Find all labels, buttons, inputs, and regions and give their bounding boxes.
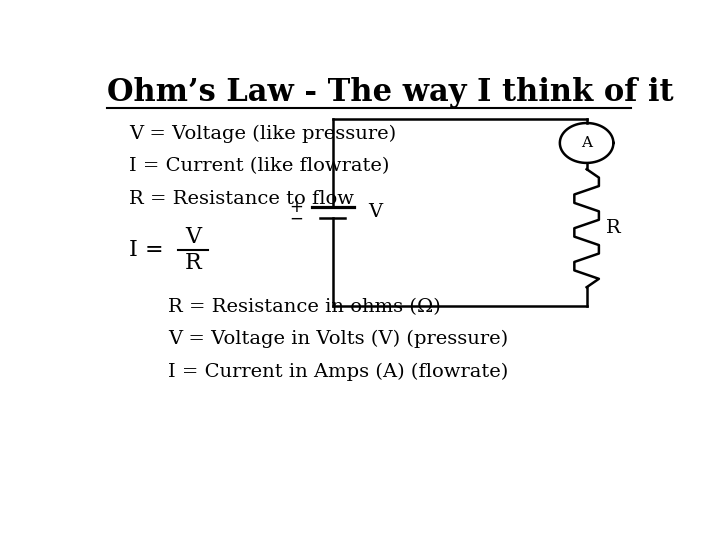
Text: V: V [368, 204, 382, 221]
Text: +: + [289, 198, 303, 215]
Text: R: R [606, 219, 621, 237]
Text: R: R [185, 252, 202, 274]
Text: R = Resistance in ohms (Ω): R = Resistance in ohms (Ω) [168, 298, 441, 316]
Text: R = Resistance to flow: R = Resistance to flow [129, 190, 354, 208]
Text: V = Voltage in Volts (V) (pressure): V = Voltage in Volts (V) (pressure) [168, 330, 508, 348]
Text: Ohm’s Law - The way I think of it: Ohm’s Law - The way I think of it [107, 77, 673, 109]
Text: I =: I = [129, 239, 171, 261]
Text: I = Current in Amps (A) (flowrate): I = Current in Amps (A) (flowrate) [168, 362, 508, 381]
Text: V = Voltage (like pressure): V = Voltage (like pressure) [129, 125, 396, 143]
Text: I = Current (like flowrate): I = Current (like flowrate) [129, 158, 390, 176]
Text: V: V [185, 226, 202, 247]
Text: −: − [289, 209, 303, 227]
Text: A: A [581, 136, 592, 150]
